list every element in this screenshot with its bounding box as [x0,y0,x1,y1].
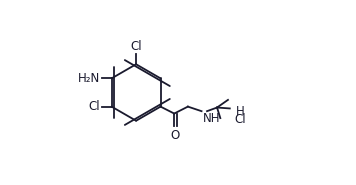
Text: O: O [171,129,180,142]
Text: H: H [236,105,244,118]
Text: Cl: Cl [234,113,246,126]
Text: Cl: Cl [130,40,142,53]
Text: Cl: Cl [89,100,100,113]
Text: NH: NH [203,112,220,125]
Text: H₂N: H₂N [78,72,100,85]
